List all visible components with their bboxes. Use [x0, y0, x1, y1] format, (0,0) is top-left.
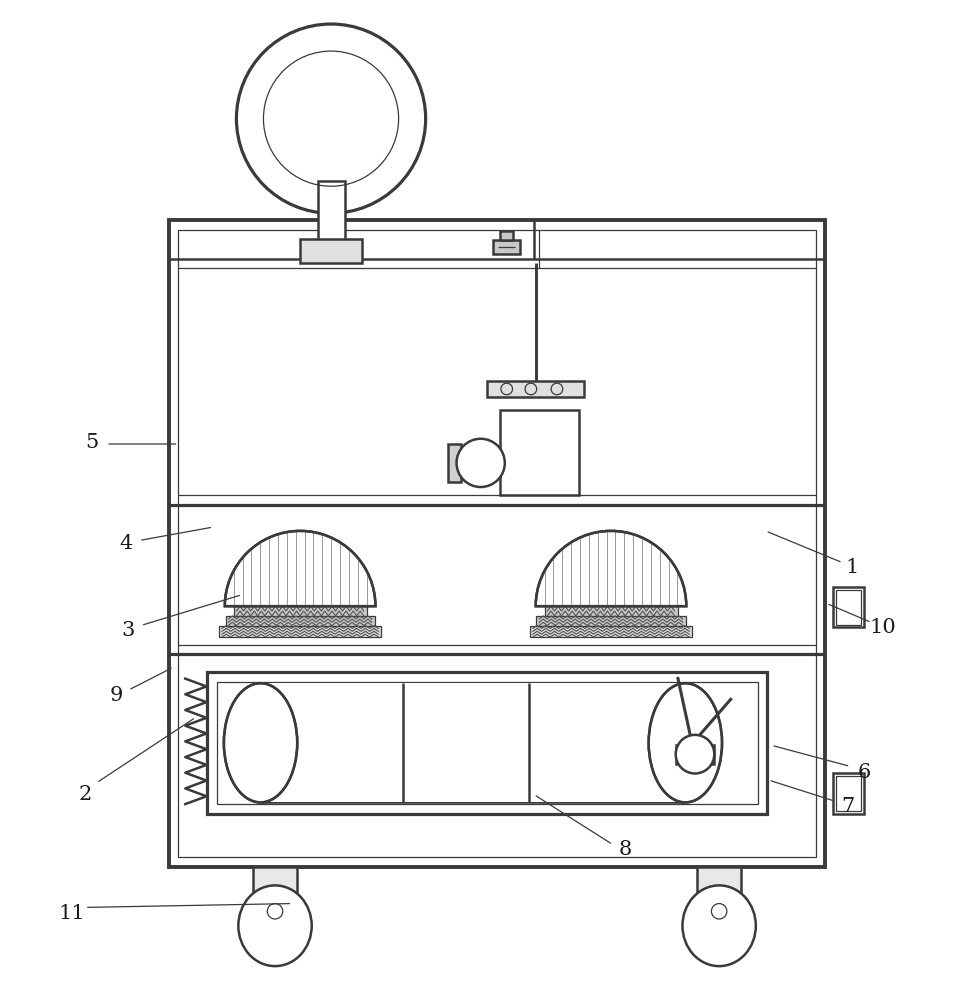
Text: 10: 10: [870, 618, 896, 637]
Text: 1: 1: [846, 558, 859, 577]
Bar: [487, 381, 584, 397]
Bar: [234, 606, 367, 616]
Text: 11: 11: [59, 904, 85, 923]
Bar: [833, 773, 864, 814]
Wedge shape: [225, 531, 376, 606]
Bar: [318, 181, 345, 254]
Ellipse shape: [238, 885, 312, 966]
Bar: [836, 776, 861, 811]
Text: 2: 2: [79, 785, 91, 804]
Bar: [208, 672, 767, 814]
Bar: [545, 606, 678, 616]
Circle shape: [236, 24, 425, 213]
Ellipse shape: [683, 885, 755, 966]
Text: 8: 8: [619, 840, 632, 859]
Bar: [500, 231, 514, 240]
Bar: [252, 867, 297, 894]
Bar: [300, 239, 362, 263]
Bar: [500, 410, 579, 495]
Bar: [448, 444, 461, 482]
Text: 9: 9: [110, 686, 123, 705]
Text: 3: 3: [121, 621, 135, 640]
Bar: [169, 220, 825, 867]
Text: 4: 4: [119, 534, 133, 553]
Circle shape: [456, 439, 505, 487]
Text: 7: 7: [841, 797, 854, 816]
Bar: [493, 240, 520, 254]
Ellipse shape: [224, 683, 297, 802]
Bar: [260, 683, 686, 802]
Bar: [833, 587, 864, 627]
Bar: [530, 626, 692, 637]
Circle shape: [676, 735, 715, 773]
Ellipse shape: [649, 683, 722, 802]
Text: 5: 5: [85, 433, 98, 452]
Bar: [697, 867, 741, 894]
Wedge shape: [536, 531, 686, 606]
Bar: [179, 230, 816, 857]
Bar: [225, 616, 375, 626]
Bar: [219, 626, 382, 637]
Bar: [218, 682, 757, 804]
Bar: [836, 590, 861, 625]
Bar: [676, 745, 715, 764]
Bar: [536, 616, 686, 626]
Text: 6: 6: [857, 763, 871, 782]
